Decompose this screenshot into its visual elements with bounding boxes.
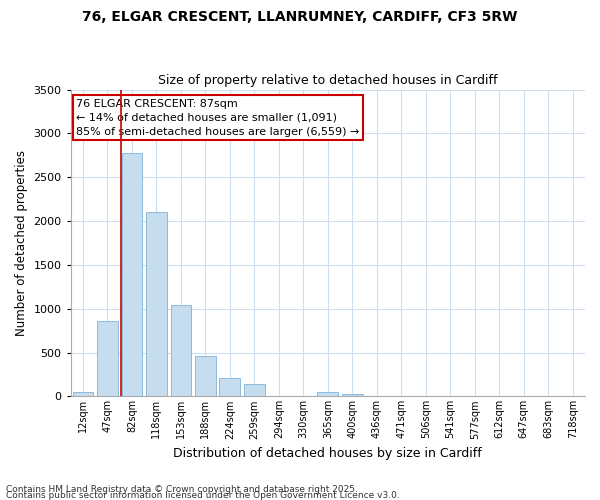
Text: 76 ELGAR CRESCENT: 87sqm
← 14% of detached houses are smaller (1,091)
85% of sem: 76 ELGAR CRESCENT: 87sqm ← 14% of detach…	[76, 99, 359, 137]
Bar	[220, 378, 241, 396]
Y-axis label: Number of detached properties: Number of detached properties	[15, 150, 28, 336]
Bar	[317, 392, 338, 396]
Text: Contains HM Land Registry data © Crown copyright and database right 2025.: Contains HM Land Registry data © Crown c…	[6, 485, 358, 494]
Text: Contains public sector information licensed under the Open Government Licence v3: Contains public sector information licen…	[6, 491, 400, 500]
Bar	[146, 212, 167, 396]
X-axis label: Distribution of detached houses by size in Cardiff: Distribution of detached houses by size …	[173, 447, 482, 460]
Bar	[342, 394, 363, 396]
Bar	[122, 152, 142, 396]
Bar	[195, 356, 216, 397]
Bar	[73, 392, 94, 396]
Bar	[244, 384, 265, 396]
Title: Size of property relative to detached houses in Cardiff: Size of property relative to detached ho…	[158, 74, 497, 87]
Bar	[170, 305, 191, 396]
Text: 76, ELGAR CRESCENT, LLANRUMNEY, CARDIFF, CF3 5RW: 76, ELGAR CRESCENT, LLANRUMNEY, CARDIFF,…	[82, 10, 518, 24]
Bar	[97, 322, 118, 396]
